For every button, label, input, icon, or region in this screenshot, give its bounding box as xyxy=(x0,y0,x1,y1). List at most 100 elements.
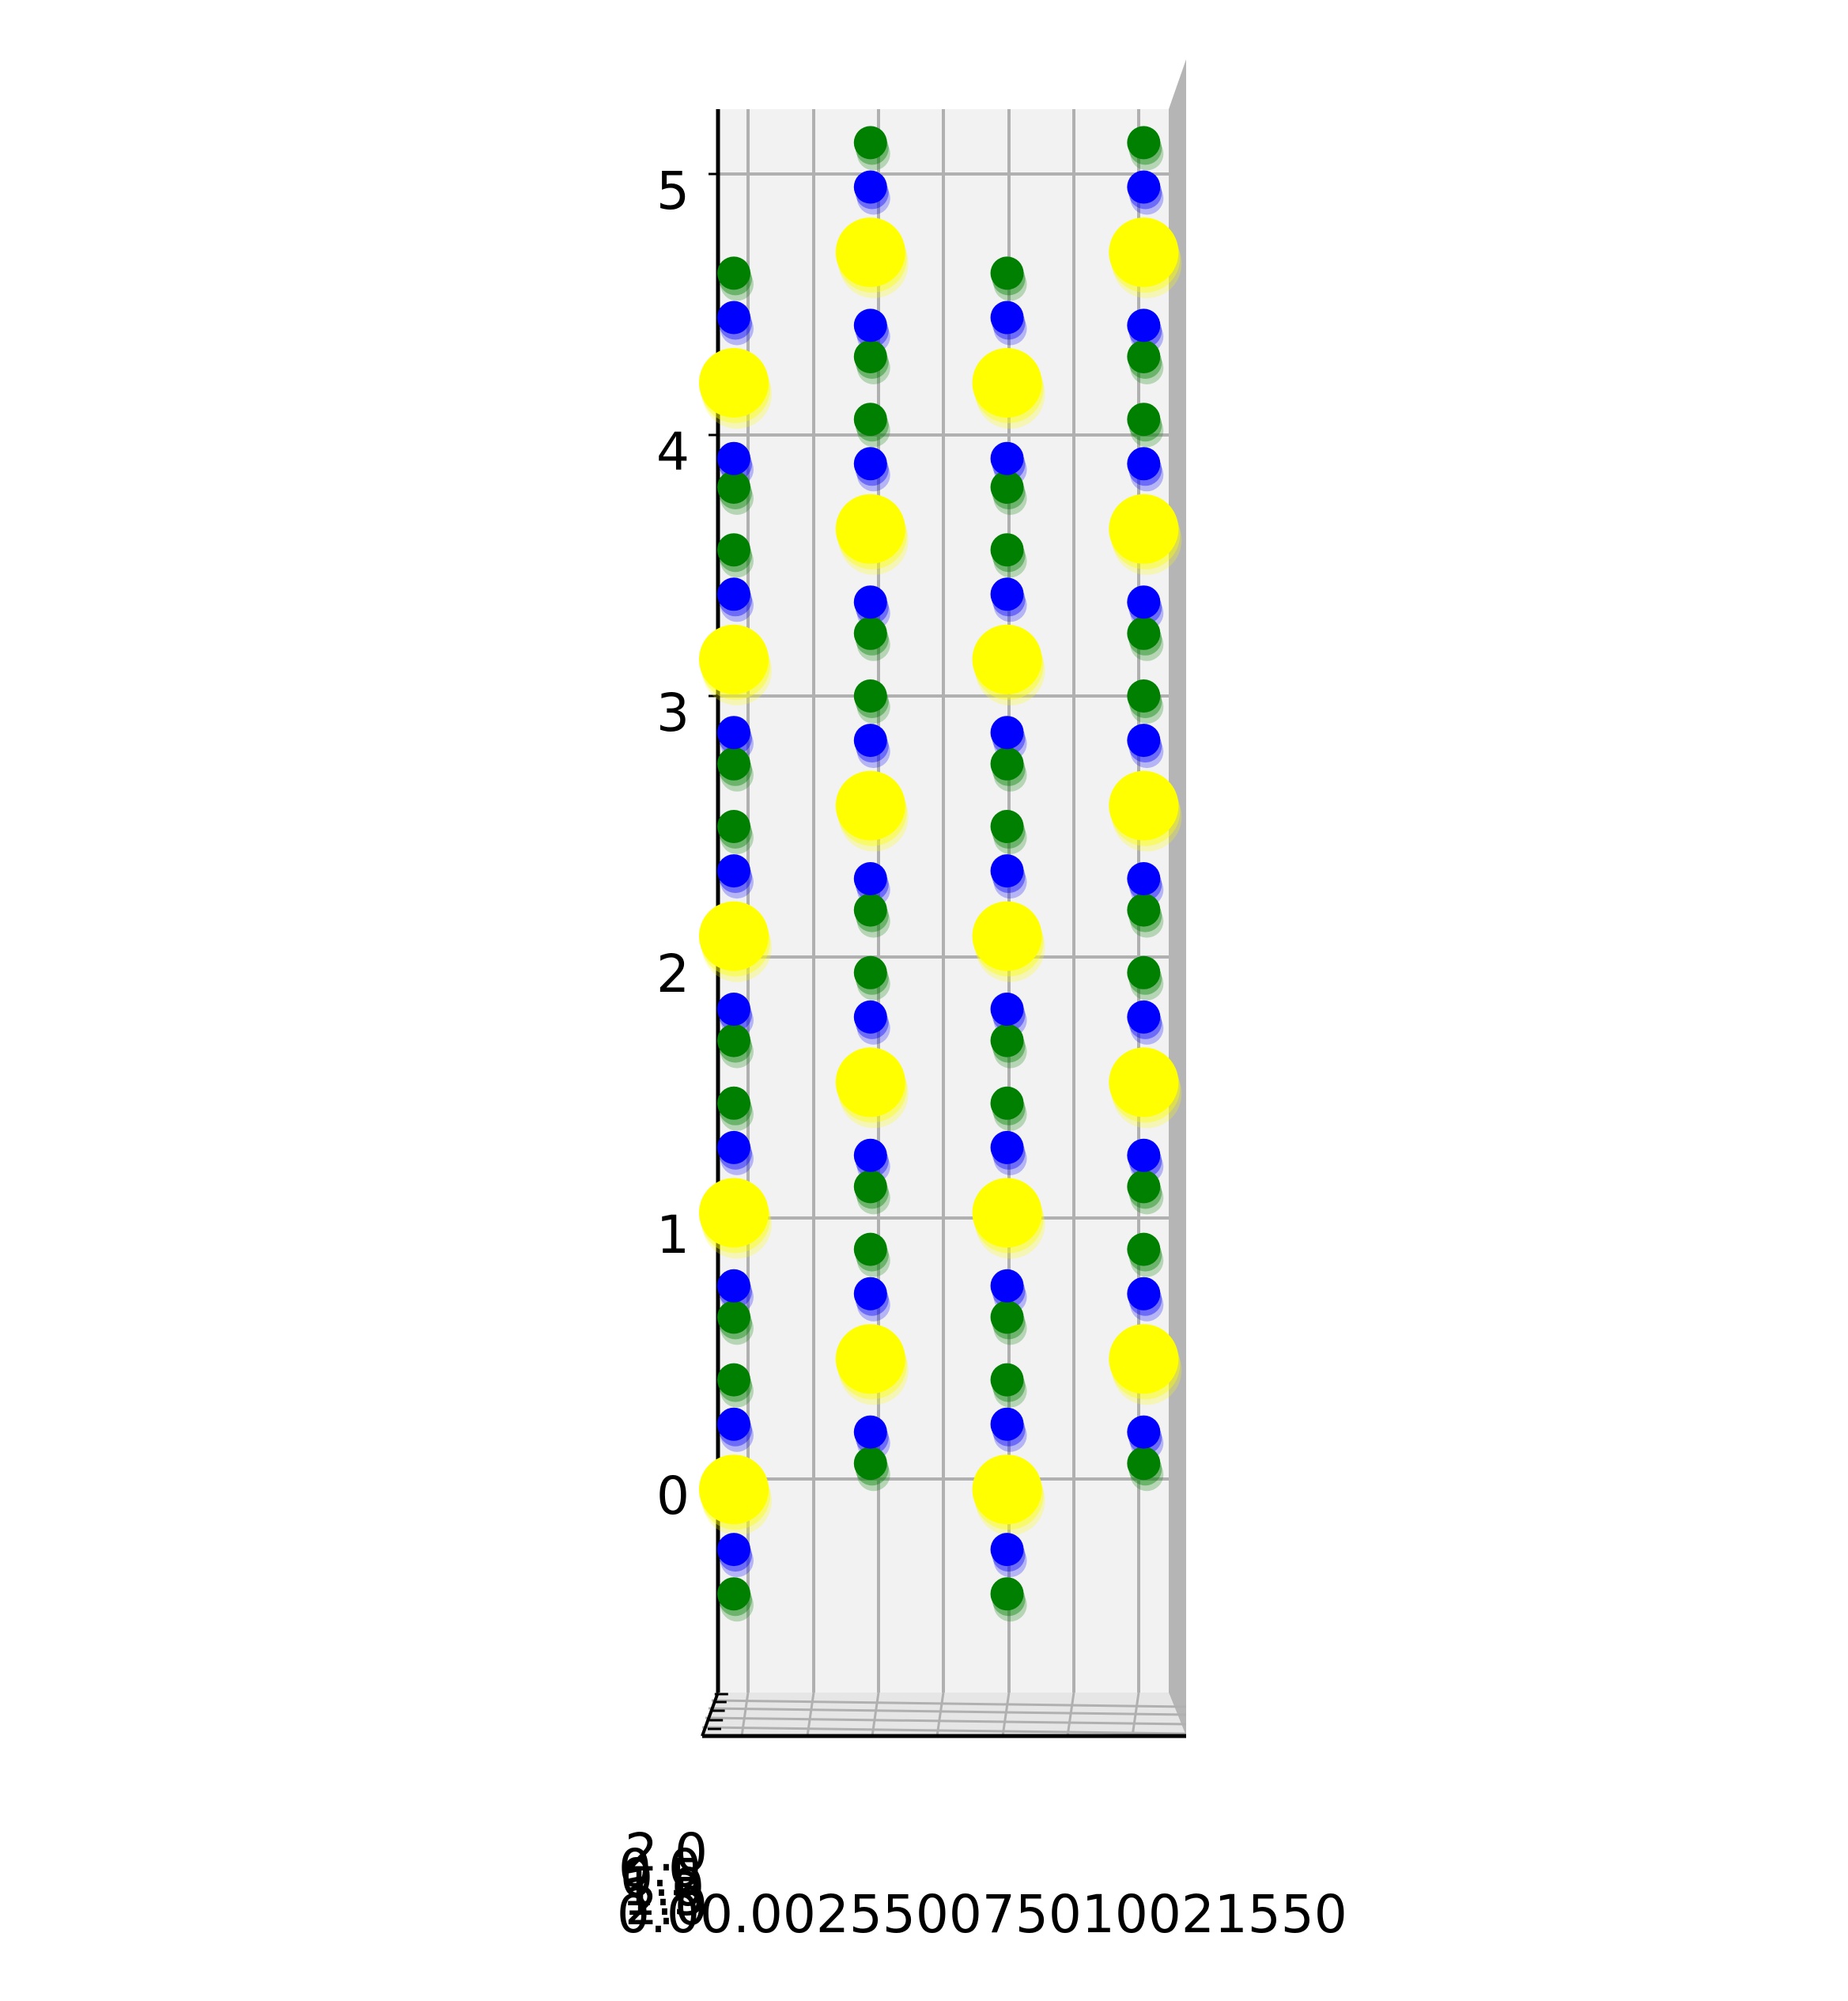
data-point-s0-p13 xyxy=(853,616,887,650)
floor-grid-line-4 xyxy=(1001,1692,1011,1737)
data-point-s0-p1 xyxy=(717,471,750,504)
data-point-s0-p3 xyxy=(717,747,750,781)
data-point-s0-p10 xyxy=(853,126,887,160)
data-point-s2-p17 xyxy=(1109,770,1179,841)
floor-pane xyxy=(702,1693,1186,1736)
depth-grid-line-1 xyxy=(708,1707,1187,1716)
data-point-s0-p2 xyxy=(717,533,750,567)
data-point-s0-p16 xyxy=(853,955,887,989)
data-point-s1-p18 xyxy=(853,1277,887,1311)
data-point-s0-p21 xyxy=(990,471,1024,504)
data-point-s1-p5 xyxy=(717,993,750,1026)
data-point-s1-p6 xyxy=(717,1130,750,1164)
data-point-s0-p32 xyxy=(1127,403,1161,437)
data-point-s2-p3 xyxy=(699,1178,769,1248)
data-point-s0-p35 xyxy=(1127,893,1161,927)
data-point-s1-p11 xyxy=(853,308,887,342)
data-point-s0-p24 xyxy=(990,810,1024,843)
data-point-s0-p0 xyxy=(717,256,750,290)
data-point-s0-p23 xyxy=(990,747,1024,781)
data-point-s0-p28 xyxy=(990,1363,1024,1397)
depth-tick-label-2: 1.0 xyxy=(622,1857,705,1918)
data-point-s2-p15 xyxy=(1109,218,1179,287)
depth-tick-label-0: 0.0 xyxy=(618,1838,701,1899)
data-point-s0-p34 xyxy=(1127,679,1161,713)
data-point-s1-p33 xyxy=(1127,585,1161,619)
data-point-s2-p19 xyxy=(1109,1324,1179,1394)
data-point-s1-p31 xyxy=(1127,308,1161,342)
data-point-s1-p22 xyxy=(990,577,1024,611)
depth-tick-label-4: 2.0 xyxy=(625,1876,708,1937)
data-point-s0-p30 xyxy=(1127,126,1161,160)
data-point-s0-p11 xyxy=(853,340,887,373)
depth-tick-label-3: 1.5 xyxy=(623,1867,706,1927)
data-point-s1-p17 xyxy=(853,1138,887,1172)
data-point-s2-p6 xyxy=(835,494,905,564)
data-point-s2-p11 xyxy=(972,624,1042,694)
data-point-s1-p4 xyxy=(717,854,750,888)
data-point-s0-p9 xyxy=(717,1577,750,1611)
data-point-s2-p9 xyxy=(835,1324,905,1394)
z-tick-label-1: 1 xyxy=(656,1205,690,1265)
data-point-s0-p27 xyxy=(990,1300,1024,1334)
data-points xyxy=(699,126,1182,1622)
data-point-s1-p30 xyxy=(1127,170,1161,204)
data-point-s2-p1 xyxy=(699,624,769,694)
data-point-s2-p13 xyxy=(972,1178,1042,1248)
data-point-s0-p22 xyxy=(990,533,1024,567)
data-point-s1-p28 xyxy=(990,1407,1024,1441)
data-point-s1-p10 xyxy=(853,170,887,204)
data-point-s0-p8 xyxy=(717,1363,750,1397)
data-point-s1-p38 xyxy=(1127,1277,1161,1311)
data-point-s1-p39 xyxy=(1127,1415,1161,1449)
data-point-s1-p25 xyxy=(990,993,1024,1026)
data-point-s2-p16 xyxy=(1109,494,1179,564)
data-point-s1-p32 xyxy=(1127,447,1161,481)
data-point-s2-p7 xyxy=(835,770,905,841)
depth-tick-label-1: 0.5 xyxy=(620,1848,703,1908)
data-point-s1-p7 xyxy=(717,1269,750,1303)
data-point-s0-p37 xyxy=(1127,1170,1161,1204)
data-point-s2-p5 xyxy=(835,218,905,287)
data-point-s1-p26 xyxy=(990,1130,1024,1164)
depth-axis-tick-labels: 2.0 xyxy=(625,1822,708,1883)
z-tick-label-0: 0 xyxy=(656,1466,690,1526)
depth-grid-line-0 xyxy=(711,1699,1187,1708)
data-point-s0-p39 xyxy=(1127,1447,1161,1481)
data-point-s0-p6 xyxy=(717,1086,750,1120)
data-point-s1-p3 xyxy=(717,716,750,750)
data-point-s0-p38 xyxy=(1127,1232,1161,1266)
data-point-s0-p15 xyxy=(853,893,887,927)
data-point-s0-p19 xyxy=(853,1447,887,1481)
data-point-s0-p31 xyxy=(1127,340,1161,373)
data-point-s0-p25 xyxy=(990,1023,1024,1057)
data-point-s0-p14 xyxy=(853,679,887,713)
tick-labels: 0 1 2 3 4 5 2.00.00.51.01.52.00.00.00255007501… xyxy=(617,161,1347,1945)
data-point-s0-p12 xyxy=(853,403,887,437)
z-tick-label-3: 3 xyxy=(656,683,690,743)
data-point-s0-p7 xyxy=(717,1300,750,1334)
data-point-s1-p2 xyxy=(717,577,750,611)
data-point-s2-p18 xyxy=(1109,1047,1179,1118)
floor-grid-line-3 xyxy=(935,1692,945,1737)
data-point-s1-p27 xyxy=(990,1269,1024,1303)
data-point-s0-p5 xyxy=(717,1023,750,1057)
data-point-s0-p33 xyxy=(1127,616,1161,650)
data-point-s1-p36 xyxy=(1127,1000,1161,1034)
data-point-s2-p2 xyxy=(699,901,769,971)
data-point-s0-p18 xyxy=(853,1232,887,1266)
z-tick-label-5: 5 xyxy=(656,161,690,221)
data-point-s1-p29 xyxy=(990,1533,1024,1567)
data-point-s0-p36 xyxy=(1127,955,1161,989)
side-pane xyxy=(1169,59,1186,1736)
data-point-s2-p14 xyxy=(972,1454,1042,1525)
data-point-s1-p37 xyxy=(1127,1138,1161,1172)
data-point-s2-p0 xyxy=(699,348,769,418)
data-point-s1-p19 xyxy=(853,1415,887,1449)
data-point-s1-p34 xyxy=(1127,724,1161,758)
data-point-s0-p29 xyxy=(990,1577,1024,1611)
data-point-s0-p20 xyxy=(990,256,1024,290)
data-point-s1-p8 xyxy=(717,1407,750,1441)
data-point-s2-p10 xyxy=(972,348,1042,418)
